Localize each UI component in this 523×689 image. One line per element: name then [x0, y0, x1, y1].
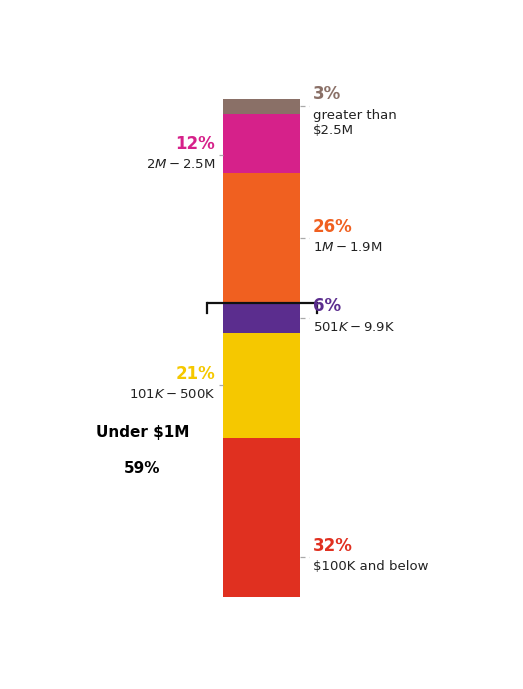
Text: $501K - $9.9K: $501K - $9.9K — [313, 320, 395, 333]
Bar — [223, 438, 300, 597]
Text: $2M - $2.5M: $2M - $2.5M — [146, 158, 215, 171]
Bar — [223, 333, 300, 438]
Text: 6%: 6% — [313, 298, 341, 316]
Text: $101K - $500K: $101K - $500K — [129, 388, 215, 401]
Text: $100K and below: $100K and below — [313, 560, 428, 573]
Text: $1M - $1.9M: $1M - $1.9M — [313, 241, 382, 254]
Bar — [223, 114, 300, 174]
Text: 12%: 12% — [176, 135, 215, 153]
Text: 3%: 3% — [313, 85, 341, 103]
Bar — [223, 303, 300, 333]
Bar — [223, 174, 300, 303]
Text: greater than
$2.5M: greater than $2.5M — [313, 109, 396, 136]
Text: 26%: 26% — [313, 218, 353, 236]
Bar — [223, 99, 300, 114]
Text: Under $1M: Under $1M — [96, 424, 189, 440]
Text: 21%: 21% — [176, 364, 215, 382]
Text: 32%: 32% — [313, 537, 353, 555]
Text: 59%: 59% — [124, 461, 161, 476]
